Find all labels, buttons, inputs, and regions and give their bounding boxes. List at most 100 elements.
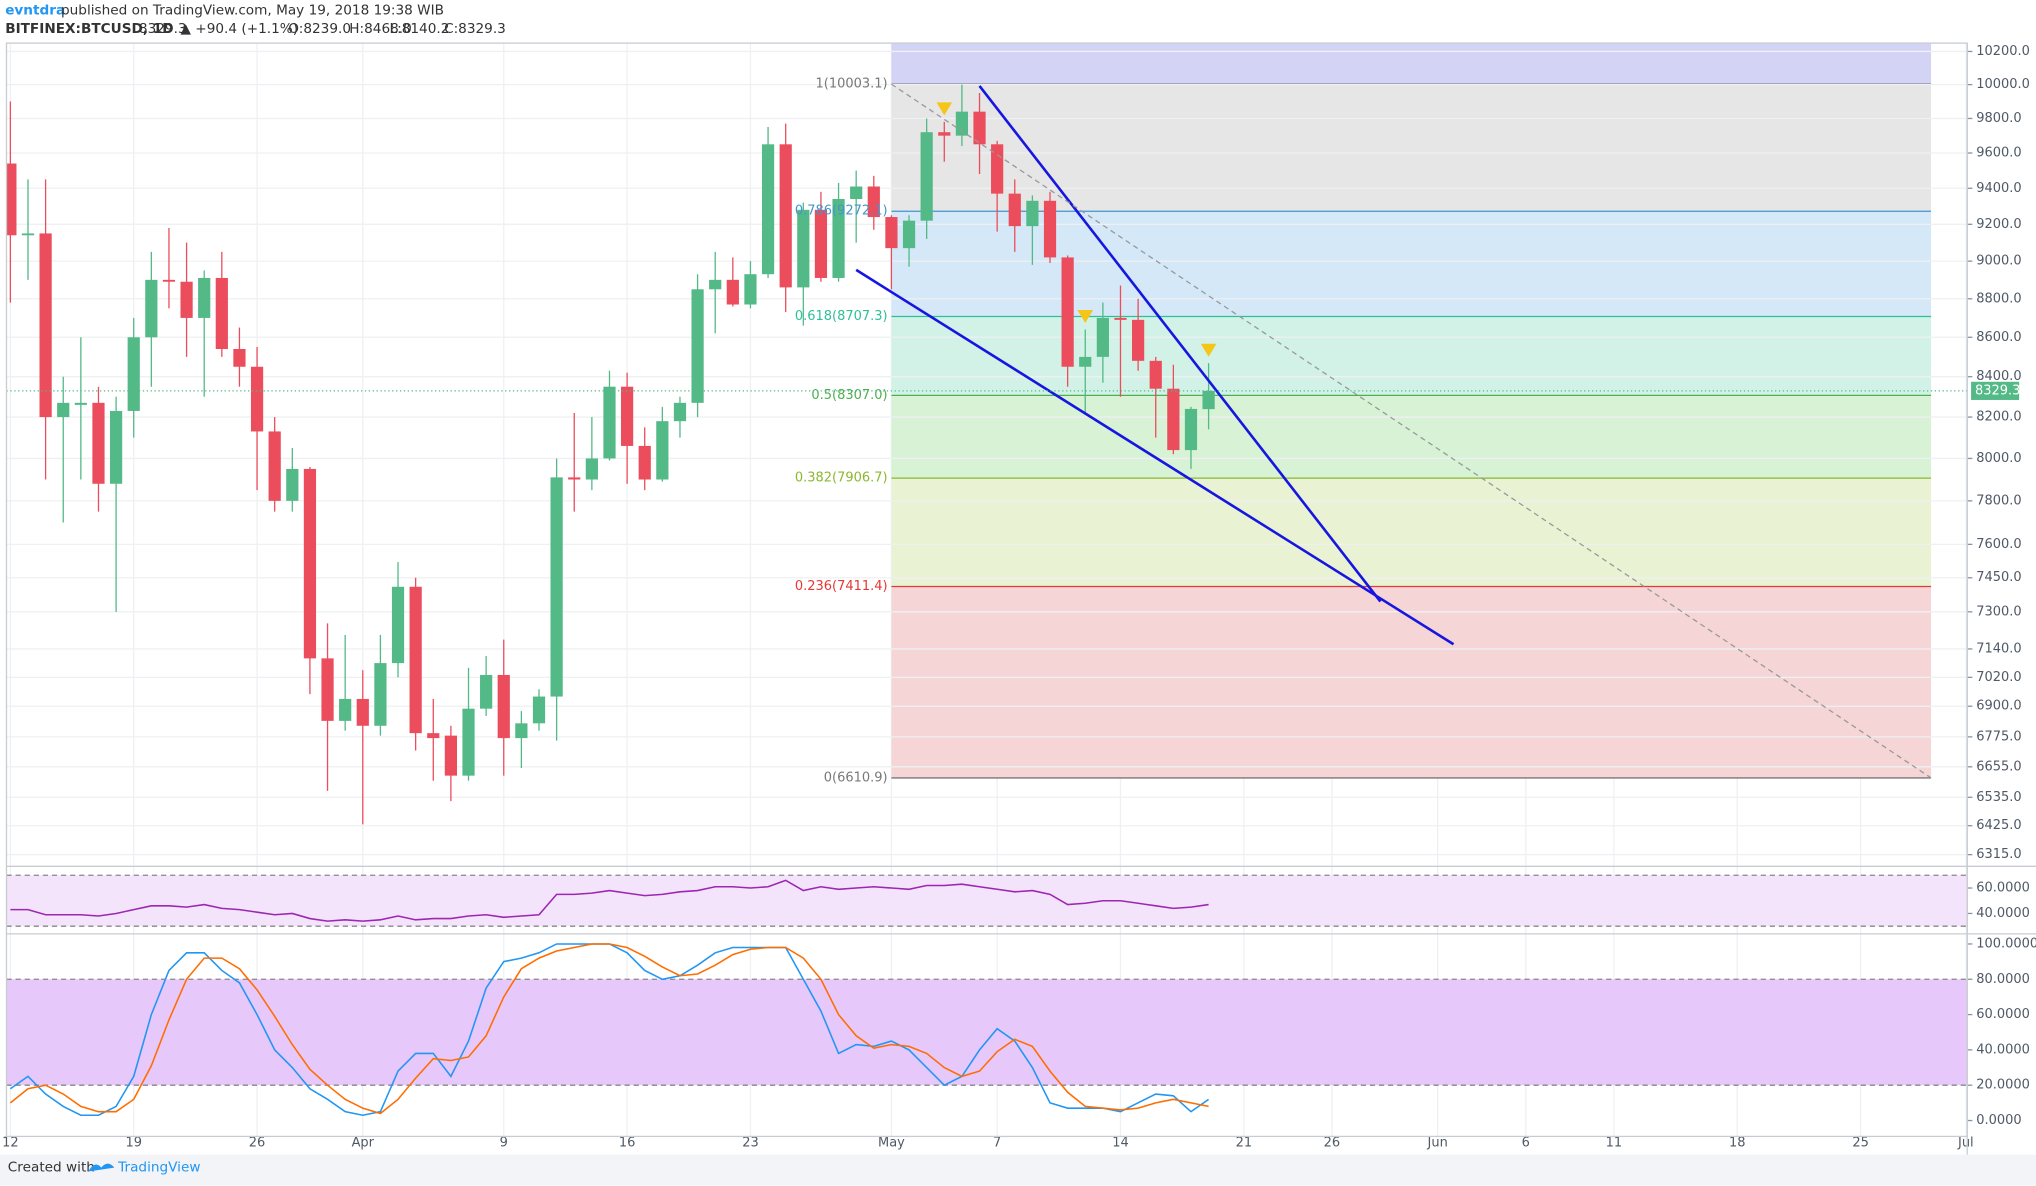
y-tick-label: 10200.0 (1976, 44, 2030, 59)
candle-body (427, 733, 440, 739)
candle-body (779, 144, 792, 288)
fib-band (891, 478, 1932, 587)
candle-body (374, 663, 387, 726)
y-tick-label: 8600.0 (1976, 330, 2021, 345)
candle-body (180, 281, 193, 318)
candle-body (1114, 317, 1127, 320)
author[interactable]: evntdra (5, 3, 65, 19)
candle-body (1043, 200, 1057, 258)
fib-label: 1(10003.1) (816, 77, 888, 92)
candle-body (1202, 390, 1215, 410)
candle-body (497, 674, 510, 739)
candle-body (444, 735, 457, 776)
fib-label: 0.236(7411.4) (795, 579, 888, 594)
signal-marker (1077, 310, 1094, 324)
candle-body (162, 279, 176, 282)
y-tick-label: 40.0000 (1976, 1042, 2030, 1057)
signal-marker (1200, 343, 1217, 357)
candle-body (850, 186, 863, 200)
candle-body (691, 289, 704, 403)
y-tick-label: 6655.0 (1976, 759, 2021, 774)
candle-body (356, 698, 369, 726)
x-tick-label: 19 (125, 1135, 142, 1150)
candle-body (938, 132, 951, 136)
candle-body (726, 279, 739, 305)
candle-body (603, 386, 616, 459)
candle-body (21, 233, 35, 236)
fib-band (891, 84, 1932, 212)
symbol: BITFINEX:BTCUSD, 1D (5, 21, 173, 37)
candle-body (1026, 200, 1039, 227)
y-tick-label: 6775.0 (1976, 729, 2021, 744)
candle-body (832, 199, 845, 278)
ohlc-low: L:8140.2 (390, 21, 450, 37)
candle-body (532, 696, 546, 724)
y-tick-label: 9600.0 (1976, 146, 2021, 161)
y-tick-label: 8000.0 (1976, 451, 2021, 466)
y-tick-label: 6900.0 (1976, 699, 2021, 714)
y-tick-label: 0.0000 (1976, 1113, 2021, 1128)
y-tick-label: 9400.0 (1976, 181, 2021, 196)
x-tick-label: 7 (993, 1135, 1001, 1150)
footer-created: Created with (8, 1160, 95, 1176)
x-tick-label: 23 (742, 1135, 759, 1150)
y-tick-label: 10000.0 (1976, 77, 2030, 92)
ohlc-close: C:8329.3 (444, 21, 506, 37)
candle-body (57, 402, 70, 418)
x-tick-label: 9 (500, 1135, 508, 1150)
x-tick-label: 25 (1852, 1135, 1869, 1150)
candle-body (814, 209, 828, 278)
candle-body (621, 386, 634, 446)
candle-body (39, 233, 52, 418)
trendline (978, 85, 1382, 603)
band (6, 979, 1968, 1086)
candle-body (303, 468, 317, 659)
candle-body (585, 458, 598, 480)
candle-body (127, 337, 140, 411)
fib-label: 0.382(7906.7) (795, 471, 888, 486)
candle-body (955, 111, 969, 136)
y-tick-label: 80.0000 (1976, 972, 2030, 987)
candle-body (145, 279, 158, 338)
y-tick-label: 8800.0 (1976, 291, 2021, 306)
x-tick-label: Apr (352, 1135, 375, 1150)
candle-body (462, 708, 475, 776)
x-tick-label: 21 (1236, 1135, 1253, 1150)
ohlc-high: H:8468.0 (349, 21, 412, 37)
change: ▲ +90.4 (+1.1%) (180, 21, 298, 37)
indicator-line (10, 879, 1209, 922)
y-tick-label: 6535.0 (1976, 790, 2021, 805)
footer-brand[interactable]: TradingView (117, 1160, 200, 1176)
candle-body (215, 277, 228, 350)
last-price-tag (1971, 381, 2020, 400)
fib-band (891, 395, 1932, 479)
candle-body (744, 274, 757, 305)
y-tick-label: 6425.0 (1976, 818, 2021, 833)
candle-body (797, 209, 810, 288)
x-tick-label: 26 (249, 1135, 266, 1150)
candle-body (920, 132, 933, 221)
x-tick-label: Jul (1957, 1135, 1974, 1150)
fib-label: 0(6610.9) (824, 770, 888, 785)
candle-body (902, 220, 916, 249)
plots: 12 19 26 Apr 9 16 23 May 7 14 21 26 Jun 6 11 18 25 Jul 1(1… (2, 42, 2036, 1155)
y-tick-label: 100.0000 (1976, 936, 2036, 951)
last-price-label: 8329.3 (1975, 383, 2020, 398)
y-tick-label: 7800.0 (1976, 493, 2021, 508)
y-tick-label: 9000.0 (1976, 254, 2021, 269)
trendline (855, 268, 1455, 646)
signal-marker (936, 102, 953, 116)
y-tick-label: 8200.0 (1976, 410, 2021, 425)
fib-band (891, 43, 1932, 85)
y-tick-label: 9800.0 (1976, 111, 2021, 126)
candle-body (198, 277, 211, 318)
candle-body (568, 477, 581, 480)
candle-body (550, 477, 563, 697)
x-tick-label: May (878, 1135, 905, 1150)
x-tick-label: 16 (619, 1135, 636, 1150)
x-tick-label: Jun (1427, 1135, 1448, 1150)
candle-body (1008, 193, 1021, 227)
y-tick-label: 7140.0 (1976, 641, 2021, 656)
last: 8329.3 (139, 21, 187, 37)
